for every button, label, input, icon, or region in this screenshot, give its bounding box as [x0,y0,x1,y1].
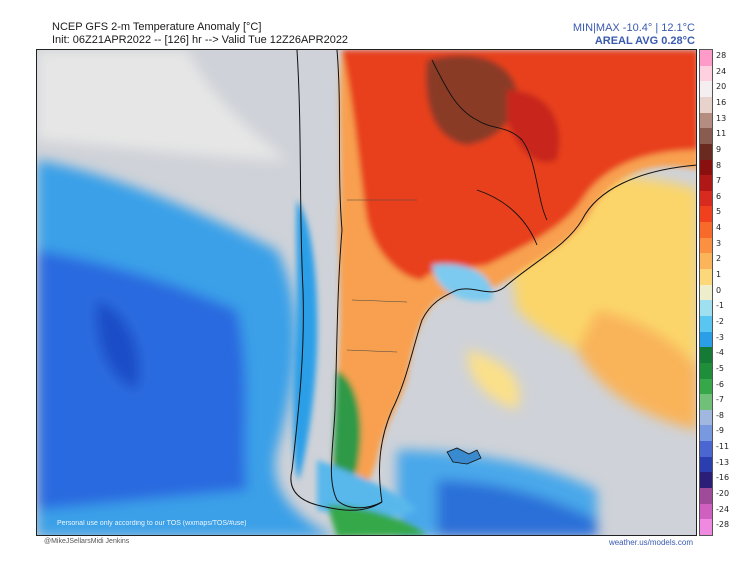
colorbar-label: -1 [716,301,724,311]
colorbar-cell [700,175,712,192]
colorbar-label: -7 [716,395,724,405]
footer-credit: @MikeJSellarsMidi Jenkins [44,538,130,545]
colorbar-label: -6 [716,379,724,389]
colorbar-cell [700,441,712,458]
falkland-islands [446,447,482,465]
colorbar-label: 6 [716,191,722,201]
tierra-del-fuego-cool [317,460,417,518]
colorbar-cell [700,472,712,489]
colorbar-cell [700,190,712,207]
colorbar-cell [700,488,712,505]
chile-argentina-border [330,50,383,509]
atlantic-warm-patch [467,350,520,410]
colorbar-label: -13 [716,457,730,467]
colorbar-cell [700,284,712,301]
colorbar-cell [700,269,712,286]
areal-average-readout: AREAL AVG 0.28°C [594,35,695,47]
footer-source: weather.us/models.com [608,538,693,547]
colorbar-cell [700,347,712,364]
colorbar-cell [700,362,712,380]
colorbar-label: -3 [716,332,724,342]
chile-coastline [290,50,383,511]
colorbar-label: -4 [716,348,724,358]
colorbar-label: 0 [716,285,722,295]
colorbar-label: 1 [716,270,722,280]
colorbar-label: 7 [716,176,722,186]
disclaimer-text: Personal use only according to our TOS (… [57,520,247,527]
colorbar-label: 9 [716,144,722,154]
patagonia-green-anomaly [333,370,361,485]
buenos-aires-cool-spot [432,264,493,302]
paraguay-border [431,59,548,221]
colorbar-cell [700,409,712,426]
colorbar-cell [700,222,712,239]
colorbar-label: 24 [716,66,727,76]
chile-coast-cool [293,200,318,480]
colorbar-label: -5 [716,363,724,373]
pacific-north-neutral [37,50,287,160]
colorbar-cell [700,253,712,270]
colorbar-label: -20 [716,489,730,499]
colorbar-label: 13 [716,113,727,123]
colorbar-label: 20 [716,82,727,92]
cold-cell-west [96,300,140,390]
pacific-cold-core [37,250,247,510]
anomaly-colorbar [699,49,713,536]
colorbar-cell [700,81,712,98]
colorbar-label: 11 [716,129,727,139]
colorbar-label: -28 [716,520,730,530]
temperature-anomaly-map [36,49,697,536]
colorbar-cell [700,96,712,114]
colorbar-label: -16 [716,473,730,483]
colorbar-label: 16 [716,97,727,107]
southern-green-band [327,505,427,535]
colorbar-cell [700,300,712,317]
atlantic-warm-core [577,310,696,430]
colorbar-label: -8 [716,410,724,420]
colorbar-label: -24 [716,504,730,514]
colorbar-cell [700,378,712,395]
init-valid-time: Init: 06Z21APR2022 -- [126] hr --> Valid… [52,34,349,46]
colorbar-cell [700,159,712,176]
south-atlantic-cold [437,480,597,535]
uruguay-border [476,189,538,246]
brazil-hot-zone [507,90,560,163]
colorbar-label: 8 [716,160,722,170]
colorbar-cell [700,206,712,223]
colorbar-label: -2 [716,316,724,326]
colorbar-cell [700,503,712,520]
min-max-readout: MIN|MAX -10.4° | 12.1°C [572,22,695,34]
colorbar-cell [700,128,712,145]
colorbar-cell [700,519,712,536]
colorbar-cell [700,50,712,67]
colorbar-label: 5 [716,207,722,217]
colorbar-cell [700,456,712,473]
colorbar-label: 3 [716,238,722,248]
colorbar-cell [700,65,712,82]
colorbar-label: 28 [716,51,727,60]
colorbar-cell [700,315,712,333]
colorbar-cell [700,143,712,160]
paraguay-hot-core [426,55,517,145]
colorbar-label: 4 [716,223,722,233]
colorbar-cell [700,425,712,442]
colorbar-label: -9 [716,426,724,436]
colorbar-cell [700,394,712,411]
map-title: NCEP GFS 2-m Temperature Anomaly [°C] [52,21,262,33]
colorbar-label: 2 [716,254,722,264]
map-canvas [37,50,696,535]
atlantic-coastline [378,164,696,503]
colorbar-cell [700,237,712,254]
colorbar-cell [700,112,712,129]
colorbar-label: -11 [716,442,730,452]
colorbar-cell [700,331,712,348]
province-lines [346,199,417,353]
